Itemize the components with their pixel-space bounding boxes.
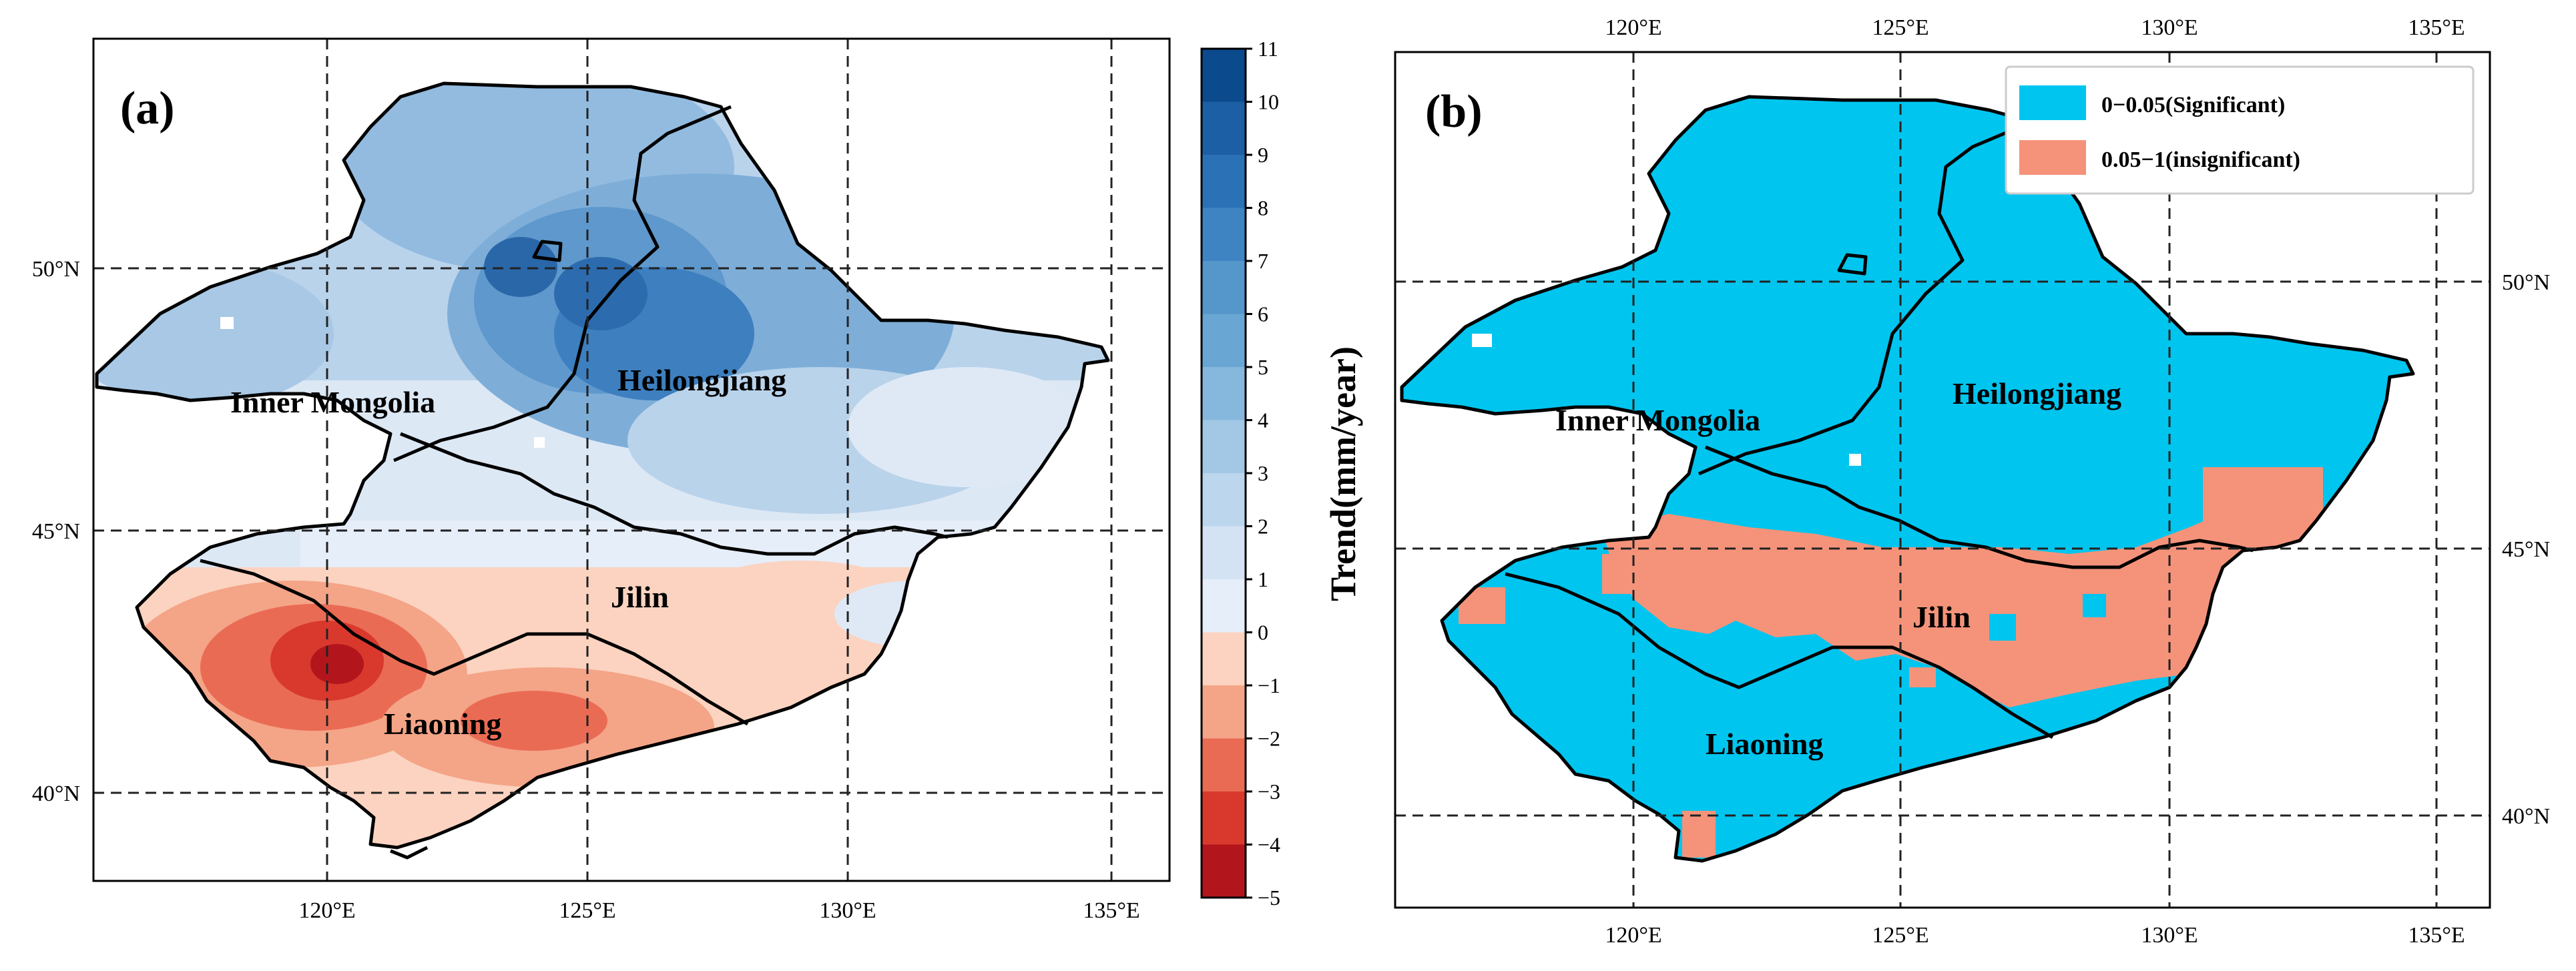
colorbar-swatch [1202,844,1246,898]
legend: 0−0.05(Significant) 0.05−1(insignificant… [2005,65,2475,195]
legend-box [2005,65,2475,195]
province-label-liaoning: Liaoning [1706,727,1823,761]
panel-b-lon-tick-top: 130°E [2141,15,2198,40]
colorbar-tick-label: −2 [1258,727,1280,751]
colorbar-swatch [1202,261,1246,314]
province-label-heilongjiang: Heilongjiang [1953,376,2121,410]
province-label-inner-mongolia: Inner Mongolia [1555,403,1760,437]
province-label-jilin: Jilin [1912,600,1971,634]
colorbar-swatch [1202,579,1246,633]
panel-a-lat-tick: 45°N [32,519,80,544]
panel-b-lon-tick-bottom: 120°E [1605,923,1661,948]
colorbar-tick-label: 10 [1258,90,1279,114]
panel-a: (a) 120°E 125°E 130°E 135°E 50°N 45°N 40… [32,33,1202,923]
colorbar-label: Trend(mm/year) [1323,346,1363,601]
panel-b-lon-tick-top: 135°E [2408,15,2465,40]
legend-swatch-insignificant [2019,140,2086,175]
colorbar-swatches [1202,49,1246,898]
panel-b-lat-tick: 40°N [2502,804,2550,829]
province-label-jilin: Jilin [611,580,669,614]
panel-a-map [67,33,1202,860]
legend-swatch-significant [2019,85,2086,120]
panel-b-lon-tick-bottom: 125°E [1872,923,1928,948]
province-label-heilongjiang: Heilongjiang [617,363,786,397]
colorbar-tick-label: 11 [1258,37,1278,61]
colorbar-tick-label: 2 [1258,515,1268,539]
colorbar-swatch [1202,420,1246,474]
colorbar-tick-label: 0 [1258,621,1268,645]
colorbar-swatch [1202,367,1246,420]
colorbar-swatch [1202,155,1246,208]
colorbar-swatch [1202,685,1246,739]
colorbar-tick-label: 3 [1258,461,1268,485]
colorbar-swatch [1202,101,1246,155]
province-label-liaoning: Liaoning [384,707,501,741]
panel-b-frame [1394,51,2491,909]
colorbar-tick-label: 1 [1258,567,1268,591]
colorbar-tick-label: −1 [1258,673,1280,697]
colorbar-tick-label: −4 [1258,833,1280,857]
panel-b-lon-tick-top: 125°E [1872,15,1928,40]
panel-a-lon-tick: 125°E [559,898,615,923]
panel-b-lon-tick-bottom: 130°E [2141,923,2198,948]
colorbar-tick-label: 8 [1258,196,1268,220]
colorbar-swatch [1202,632,1246,686]
province-label-inner-mongolia: Inner Mongolia [230,385,435,419]
colorbar-swatch [1202,738,1246,792]
panel-a-lat-tick: 40°N [32,781,80,806]
legend-label-insignificant: 0.05−1(insignificant) [2101,147,2300,172]
colorbar-tick-label: −3 [1258,779,1280,803]
panel-a-lon-tick: 120°E [298,898,355,923]
panel-a-gridlines [93,39,1170,881]
colorbar-tick-label: 5 [1258,355,1268,379]
colorbar-swatch [1202,49,1246,102]
panel-a-frame [92,37,1171,882]
panel-b: (b) 120°E 125°E 130°E 135°E 120°E 125°E … [1394,15,2550,948]
panel-b-lon-tick-top: 120°E [1605,15,1661,40]
colorbar-swatch [1202,526,1246,580]
colorbar-tick-label: 7 [1258,249,1268,273]
colorbar-swatch [1202,208,1246,262]
panel-b-lon-tick-bottom: 135°E [2408,923,2465,948]
colorbar-tick-label: 6 [1258,302,1268,326]
panel-a-trend-field [97,83,1108,848]
panel-a-label: (a) [120,83,175,134]
colorbar-swatch [1202,473,1246,527]
panel-b-label: (b) [1425,86,1483,137]
panel-b-lat-tick: 45°N [2502,537,2550,562]
colorbar-swatch [1202,791,1246,845]
panel-a-lon-tick: 130°E [819,898,876,923]
legend-label-significant: 0−0.05(Significant) [2101,93,2285,117]
panel-b-lat-tick: 50°N [2502,270,2550,295]
colorbar-tick-label: 4 [1258,408,1268,432]
panel-b-gridlines [1395,52,2490,908]
panel-a-lat-tick: 50°N [32,257,80,282]
colorbar-tick-label: 9 [1258,143,1268,167]
panel-a-lon-tick: 135°E [1083,898,1139,923]
colorbar-tick-label: −5 [1258,886,1280,910]
colorbar-swatch [1202,314,1246,368]
